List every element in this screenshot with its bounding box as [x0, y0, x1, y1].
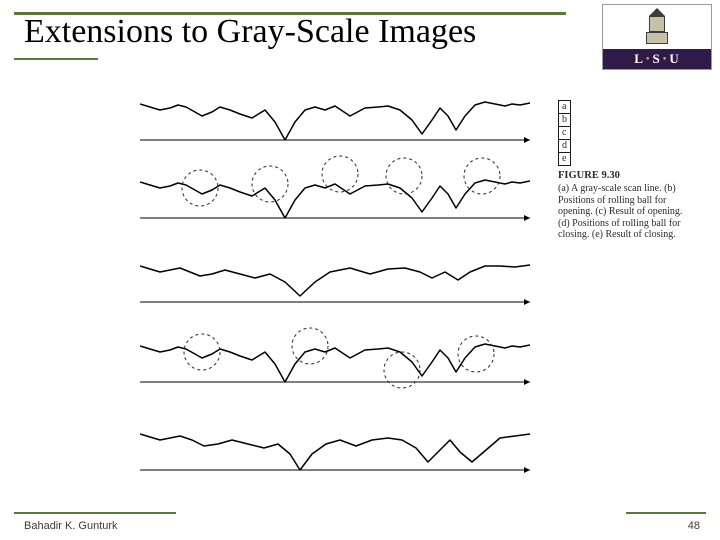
panel-letter: b	[559, 114, 570, 127]
panel-2: f ∘ b	[140, 256, 530, 305]
panel-letter: c	[559, 127, 570, 140]
logo-text: L●S●U	[603, 49, 711, 69]
rolling-ball	[464, 158, 500, 194]
footer-rule-right	[626, 512, 706, 514]
signal-curve	[140, 344, 530, 382]
figure-number: FIGURE 9.30	[558, 170, 690, 182]
figure-signals: fb f ∘ b f • b	[140, 98, 530, 498]
panel-3	[140, 328, 530, 388]
figure-caption: abcde FIGURE 9.30 (a) A gray-scale scan …	[558, 100, 690, 241]
rolling-ball	[252, 166, 288, 202]
panel-letter: d	[559, 140, 570, 153]
panel-4: f • b	[140, 424, 530, 473]
signal-curve	[140, 102, 530, 140]
panel-letter: a	[559, 101, 570, 114]
panel-letter: e	[559, 153, 570, 165]
panel-1: b	[140, 156, 530, 225]
panel-0: f	[140, 98, 530, 143]
rolling-ball	[458, 336, 494, 372]
page-title: Extensions to Gray-Scale Images	[24, 13, 476, 51]
title-rule-bottom	[14, 58, 98, 60]
lsu-logo: L●S●U	[602, 4, 712, 70]
rolling-ball	[182, 170, 218, 206]
logo-tower-icon	[641, 8, 673, 44]
signal-curve	[140, 180, 530, 218]
footer-page-number: 48	[688, 520, 700, 532]
signal-curve	[140, 265, 530, 296]
slide-root: Extensions to Gray-Scale Images L●S●U fb…	[0, 0, 720, 540]
footer-author: Bahadir K. Gunturk	[24, 520, 118, 532]
rolling-ball	[292, 328, 328, 364]
footer-rule-left	[14, 512, 176, 514]
figure-caption-text: (a) A gray-scale scan line. (b) Position…	[558, 183, 690, 241]
rolling-ball	[384, 352, 420, 388]
signal-curve	[140, 434, 530, 470]
rolling-ball	[386, 158, 422, 194]
panel-letter-index: abcde	[558, 100, 571, 166]
